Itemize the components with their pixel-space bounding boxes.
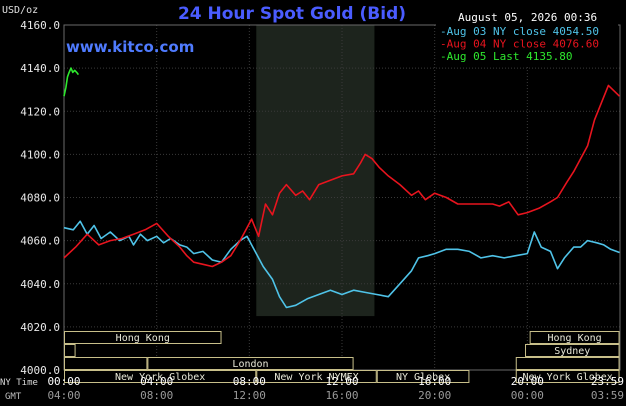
y-tick-label: 4140.0 — [20, 62, 60, 75]
series-line-0 — [63, 220, 620, 309]
session-label: London — [232, 359, 268, 370]
y-tick-label: 4020.0 — [20, 321, 60, 334]
y-tick-label: 4120.0 — [20, 105, 60, 118]
timestamp: August 05, 2026 00:36 — [458, 11, 597, 24]
session-bar — [525, 344, 620, 357]
session-label: New York Globex — [522, 372, 612, 383]
session-label: Hong Kong — [547, 333, 601, 344]
nymex-session-shade — [256, 25, 375, 317]
x-tick-label-gmt: 04:00 — [47, 389, 80, 402]
session-label: New York NYMEX — [274, 372, 358, 383]
x-tick-label-ny: 20:00 — [511, 375, 544, 388]
x-tick-label-ny: 04:00 — [140, 375, 173, 388]
x-tick-label-ny: 16:00 — [418, 375, 451, 388]
session-bar — [256, 370, 377, 383]
y-tick-label: 4100.0 — [20, 148, 60, 161]
session-bar — [64, 331, 222, 344]
x-tick-label-gmt: 00:00 — [511, 389, 544, 402]
legend-entry: -Aug 05 Last 4135.80 — [440, 50, 572, 63]
y-tick-label: 4060.0 — [20, 235, 60, 248]
x-axis-label-ny: NY Time — [0, 378, 38, 388]
legend-entry: -Aug 03 NY close 4054.50 — [440, 25, 599, 38]
session-bar — [64, 357, 148, 370]
session-label: Hong Kong — [116, 333, 170, 344]
series-line-1 — [63, 84, 621, 268]
y-tick-label: 4000.0 — [20, 364, 60, 377]
y-tick-label: 4040.0 — [20, 278, 60, 291]
y-axis-label: USD/oz — [2, 5, 38, 16]
x-tick-label-gmt: 12:00 — [233, 389, 266, 402]
y-tick-label: 4080.0 — [20, 192, 60, 205]
y-axis-ticks: 4160.0 4140.0 4120.0 4100.0 4080.0 4060.0 4040… — [20, 19, 60, 377]
session-bar — [376, 370, 470, 383]
x-tick-label-gmt: 20:00 — [418, 389, 451, 402]
x-tick-label-ny: 23:59 — [591, 375, 624, 388]
x-tick-label-gmt: 03:59 — [591, 389, 624, 402]
session-bar — [529, 331, 620, 344]
chart-title: 24 Hour Spot Gold (Bid) — [178, 4, 406, 24]
x-tick-label-ny: 00:00 — [47, 375, 80, 388]
series-line-2 — [63, 67, 80, 97]
session-bar — [64, 370, 257, 383]
session-bar — [515, 370, 620, 383]
session-bar — [64, 344, 76, 357]
legend: -Aug 03 NY close 4054.50-Aug 04 NY close… — [436, 24, 618, 65]
x-axis-label-gmt: GMT — [5, 392, 22, 402]
session-label: NY Globex — [396, 372, 450, 383]
session-bar — [147, 357, 354, 370]
x-tick-label-gmt: 08:00 — [140, 389, 173, 402]
x-tick-label-ny: 12:00 — [325, 375, 358, 388]
legend-box — [436, 24, 618, 65]
legend-entry: -Aug 04 NY close 4076.60 — [440, 38, 599, 51]
series-lines — [63, 67, 621, 309]
session-label: New York Globex — [115, 372, 205, 383]
x-tick-label-ny: 08:00 — [233, 375, 266, 388]
session-bar — [515, 357, 620, 370]
x-tick-label-gmt: 16:00 — [325, 389, 358, 402]
market-sessions: Hong Kong Hong Kong Sydney London New York G… — [64, 331, 620, 383]
y-tick-label: 4160.0 — [20, 19, 60, 32]
grid-lines — [64, 25, 620, 370]
session-label: Sydney — [554, 346, 590, 357]
watermark-url: www.kitco.com — [66, 38, 194, 56]
x-axis-ticks: 00:00 04:00 08:00 12:00 16:00 20:00 23:5904:00… — [47, 375, 624, 402]
